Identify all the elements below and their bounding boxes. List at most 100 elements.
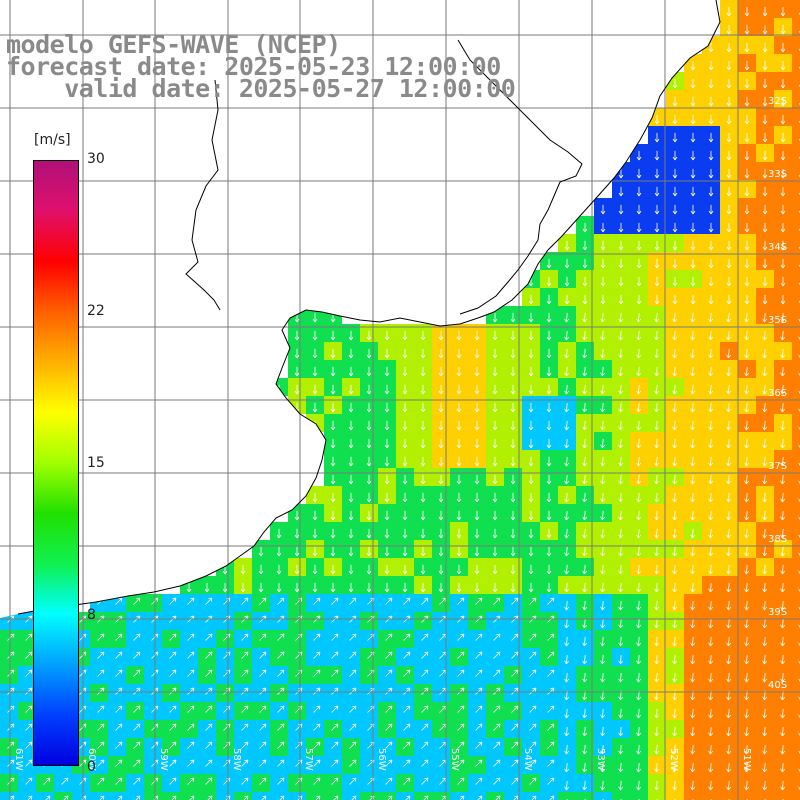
wind-arrow: [600, 600, 605, 611]
wind-arrow: [708, 114, 714, 125]
wind-arrow: [726, 546, 731, 557]
wind-arrow: [636, 492, 641, 503]
colorbar-tick-0: 0: [87, 759, 96, 775]
wind-arrow: [564, 384, 569, 395]
wind-arrow: [510, 546, 516, 557]
colorbar-unit: [m/s]: [34, 132, 71, 148]
wind-arrow: [600, 528, 605, 539]
wind-arrow: [582, 312, 587, 323]
wind-arrow: [762, 294, 768, 305]
wind-arrow: [438, 384, 444, 395]
wind-arrow: [726, 762, 731, 773]
lat-label: 36S: [768, 388, 787, 399]
wind-arrow: [457, 633, 465, 641]
wind-arrow: [492, 492, 498, 503]
wind-arrow: [546, 492, 552, 503]
wind-arrow: [492, 564, 498, 575]
wind-arrow: [564, 528, 569, 539]
wind-arrow: [780, 240, 786, 251]
wind-arrow: [7, 723, 15, 731]
wind-arrow: [528, 402, 534, 413]
wind-arrow: [351, 795, 357, 800]
wind-arrow: [384, 438, 390, 449]
wind-arrow: [744, 186, 750, 197]
lon-label: 60W: [86, 748, 97, 771]
wind-arrow: [618, 744, 623, 755]
wind-arrow: [744, 636, 749, 647]
wind-arrow: [762, 744, 767, 755]
wind-arrow: [636, 276, 642, 287]
wind-arrow: [402, 510, 408, 521]
wind-arrow: [780, 654, 785, 665]
wind-arrow: [366, 366, 372, 377]
wind-arrow: [546, 402, 552, 413]
wind-arrow: [744, 114, 750, 125]
wind-arrow: [744, 780, 749, 791]
wind-cell: [792, 450, 800, 468]
wind-arrow: [564, 726, 569, 737]
wind-arrow: [546, 294, 552, 305]
wind-arrow: [402, 456, 408, 467]
wind-arrow: [117, 795, 123, 800]
wind-arrow: [780, 762, 785, 773]
wind-arrow: [366, 330, 372, 341]
wind-arrow: [25, 669, 33, 677]
wind-arrow: [276, 528, 282, 539]
wind-arrow: [762, 114, 768, 125]
wind-arrow: [25, 687, 33, 695]
wind-arrow: [564, 474, 569, 485]
wind-arrow: [423, 795, 429, 800]
wind-arrow: [708, 168, 714, 179]
wind-arrow: [511, 777, 519, 785]
wind-arrow: [762, 348, 767, 359]
wind-arrow: [546, 258, 552, 269]
wind-arrow: [726, 312, 731, 323]
wind-arrow: [528, 528, 534, 539]
wind-arrow: [97, 669, 105, 677]
wind-arrow: [744, 6, 750, 17]
wind-arrow: [780, 330, 785, 341]
wind-arrow: [564, 294, 570, 305]
wind-arrow: [600, 618, 605, 629]
wind-arrow: [438, 546, 444, 557]
wind-arrow: [456, 420, 462, 431]
wind-arrow: [528, 366, 534, 377]
wind-arrow: [726, 438, 731, 449]
wind-arrow: [385, 633, 393, 641]
wind-arrow: [331, 723, 339, 731]
wind-arrow: [511, 651, 519, 659]
wind-arrow: [475, 597, 483, 605]
wind-arrow: [385, 741, 393, 749]
wind-arrow: [456, 528, 462, 539]
wind-arrow: [636, 204, 642, 215]
wind-arrow: [348, 528, 354, 539]
wind-arrow: [133, 687, 141, 695]
wind-arrow: [708, 744, 713, 755]
wind-arrow: [762, 474, 767, 485]
wind-arrow: [564, 420, 569, 431]
wind-cell: [792, 234, 800, 252]
wind-arrow: [654, 564, 659, 575]
wind-arrow: [330, 402, 336, 413]
wind-cell: [792, 756, 800, 774]
wind-arrow: [726, 618, 731, 629]
wind-arrow: [259, 651, 267, 659]
wind-arrow: [798, 156, 800, 160]
wind-arrow: [564, 600, 569, 611]
wind-arrow: [529, 777, 537, 785]
wind-arrow: [744, 492, 749, 503]
wind-arrow: [582, 726, 587, 737]
wind-arrow: [438, 474, 444, 485]
wind-arrow: [456, 474, 462, 485]
wind-arrow: [564, 240, 570, 251]
wind-arrow: [582, 654, 587, 665]
wind-arrow: [672, 96, 678, 107]
wind-arrow: [636, 618, 641, 629]
wind-arrow: [474, 402, 480, 413]
wind-arrow: [600, 672, 605, 683]
wind-arrow: [708, 96, 714, 107]
wind-arrow: [762, 204, 768, 215]
wind-arrow: [762, 708, 767, 719]
wind-arrow: [546, 312, 552, 323]
wind-arrow: [259, 723, 267, 731]
